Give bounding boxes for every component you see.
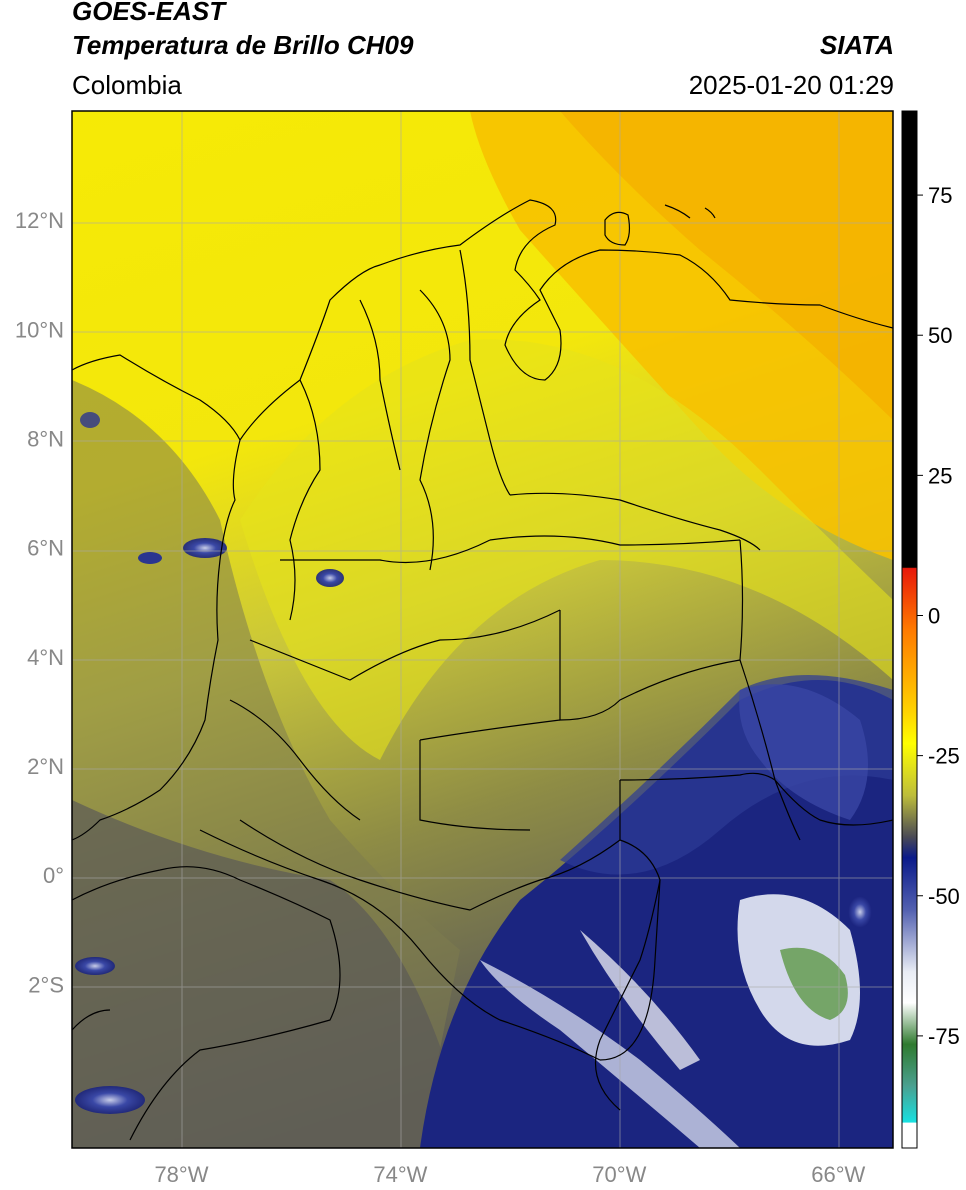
- latitude-axis: 12°N 10°N 8°N 6°N 4°N 2°N 0° 2°S: [15, 208, 64, 997]
- lat-tick-label: 4°N: [27, 645, 64, 670]
- product-title: Temperatura de Brillo CH09: [72, 30, 414, 60]
- region-label: Colombia: [72, 70, 182, 100]
- lon-tick-label: 66°W: [811, 1162, 865, 1187]
- lon-tick-label: 74°W: [373, 1162, 427, 1187]
- lat-tick-label: 12°N: [15, 208, 64, 233]
- satellite-image: [72, 111, 893, 1148]
- source-label: SIATA: [819, 30, 894, 60]
- colorbar-axis: 75 50 25 0 -25 -50 -75: [917, 183, 960, 1049]
- lat-tick-label: 0°: [43, 863, 64, 888]
- timestamp-label: 2025-01-20 01:29: [688, 70, 894, 100]
- satellite-title: GOES-EAST: [72, 0, 226, 26]
- map-frame: [71, 110, 894, 1149]
- colorbar-tick-label: -50: [928, 884, 960, 909]
- colorbar-tick-label: -25: [928, 744, 960, 769]
- lat-tick-label: 6°N: [27, 536, 64, 561]
- lon-tick-label: 70°W: [592, 1162, 646, 1187]
- lat-tick-label: 10°N: [15, 317, 64, 342]
- boundaries: [72, 199, 893, 1141]
- lat-tick-label: 2°N: [27, 754, 64, 779]
- colorbar: [901, 110, 918, 1149]
- colorbar-tick-label: 75: [928, 183, 952, 208]
- lat-tick-label: 8°N: [27, 426, 64, 451]
- colorbar-tick-label: -75: [928, 1024, 960, 1049]
- colorbar-tick-label: 25: [928, 463, 952, 488]
- colorbar-tick-label: 0: [928, 603, 940, 628]
- grid-lines: [72, 111, 893, 1148]
- colorbar-tick-label: 50: [928, 323, 952, 348]
- longitude-axis: 78°W 74°W 70°W 66°W: [154, 1162, 865, 1187]
- lat-tick-label: 2°S: [28, 972, 64, 997]
- lon-tick-label: 78°W: [154, 1162, 208, 1187]
